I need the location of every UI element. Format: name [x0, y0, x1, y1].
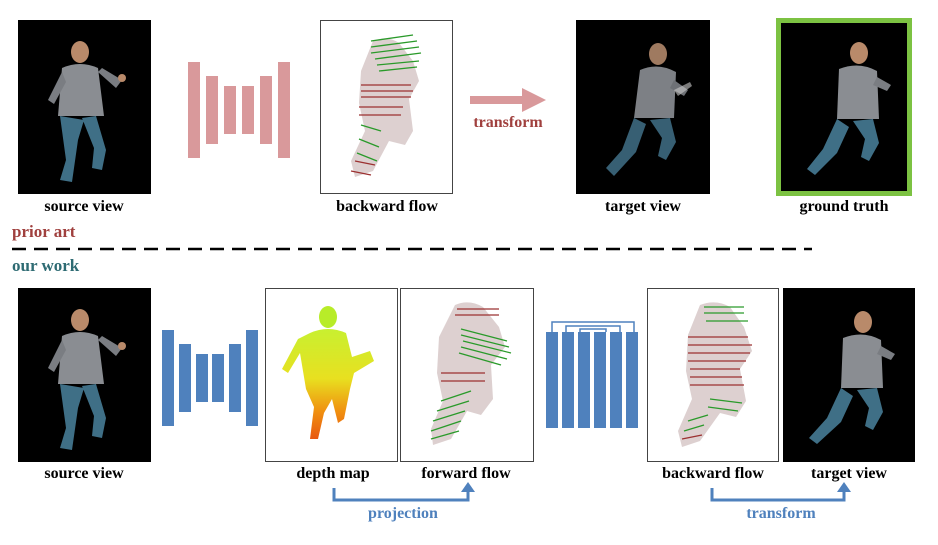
prior-backward-flow-image	[320, 20, 453, 194]
our-target-view-caption: target view	[811, 465, 887, 482]
prior-network-icon	[188, 62, 290, 158]
forward-flow-image	[400, 288, 534, 462]
prior-transform-arrow-icon	[470, 88, 546, 112]
prior-target-view-caption: target view	[605, 198, 681, 215]
our-backward-flow-image	[647, 288, 779, 462]
prior-art-section-label: prior art	[12, 222, 76, 241]
our-network-icon	[162, 330, 258, 426]
prior-transform-label: transform	[473, 114, 543, 131]
depth-map-image	[265, 288, 398, 462]
our-flow-network-icon	[546, 321, 638, 428]
prior-source-view-caption: source view	[44, 198, 124, 215]
prior-target-view-image	[576, 20, 710, 194]
our-transform-label: transform	[746, 505, 816, 522]
section-divider	[12, 247, 812, 251]
our-work-section-label: our work	[12, 256, 80, 275]
forward-flow-caption: forward flow	[421, 465, 511, 482]
prior-ground-truth-caption: ground truth	[799, 198, 889, 215]
our-source-view-caption: source view	[44, 465, 124, 482]
prior-ground-truth-image	[776, 18, 912, 196]
our-source-view-image	[18, 288, 151, 462]
our-backward-flow-caption: backward flow	[662, 465, 764, 482]
prior-source-view-image	[18, 20, 151, 194]
prior-backward-flow-caption: backward flow	[336, 198, 438, 215]
projection-arrow-icon	[332, 482, 475, 502]
our-target-view-image	[783, 288, 915, 462]
projection-label: projection	[368, 505, 438, 522]
depth-map-caption: depth map	[296, 465, 370, 482]
our-transform-arrow-icon	[710, 482, 851, 502]
